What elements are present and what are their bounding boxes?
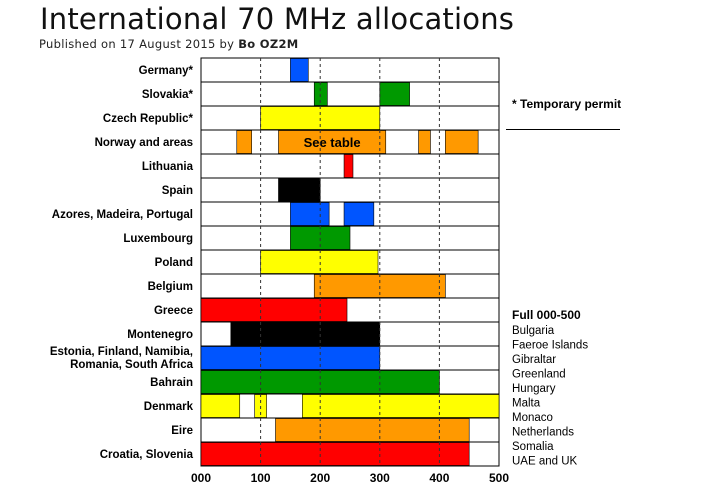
page-title: International 70 MHz allocations	[40, 2, 515, 36]
bar-segment	[200, 442, 470, 466]
category-label: Denmark	[144, 401, 194, 413]
full-range-country: Bulgaria	[512, 325, 555, 337]
x-tick-label: 200	[310, 471, 330, 485]
category-label: Belgium	[148, 281, 193, 293]
temporary-permit-note: * Temporary permit	[512, 97, 621, 111]
bar-segment	[290, 202, 330, 226]
category-label: Luxembourg	[123, 233, 193, 245]
bar-segment	[278, 130, 387, 154]
bar-segment	[200, 346, 381, 370]
full-range-country: Gibraltar	[512, 354, 556, 366]
category-label: Norway and areas	[95, 137, 193, 149]
bar-segment	[343, 154, 354, 178]
bar-segment	[236, 130, 252, 154]
category-label: Eire	[171, 425, 193, 437]
allocation-bars: See table	[200, 58, 500, 466]
author-name: Bo OZ2M	[238, 37, 299, 51]
bar-segment	[230, 322, 381, 346]
bar-segment	[260, 250, 379, 274]
category-label: Estonia, Finland, Namibia, Romania, South…	[50, 346, 194, 371]
category-label: Germany*	[139, 65, 194, 77]
full-range-country: Somalia	[512, 441, 554, 453]
category-label: Montenegro	[127, 329, 193, 341]
full-range-country: Netherlands	[512, 427, 574, 439]
bar-segment	[418, 130, 431, 154]
category-label: Poland	[155, 257, 193, 269]
allocation-rows	[201, 81, 499, 443]
bar-segment	[379, 82, 410, 106]
full-range-country: Malta	[512, 398, 541, 410]
category-label: Spain	[162, 185, 193, 197]
full-range-title: Full 000-500	[512, 308, 581, 322]
category-label: Lithuania	[142, 161, 194, 173]
bar-segment	[343, 202, 375, 226]
category-label: Slovakia*	[142, 89, 194, 101]
full-range-country: Monaco	[512, 412, 553, 424]
category-label: Bahrain	[150, 377, 193, 389]
segment-label: See table	[304, 135, 361, 150]
published-text: Published on 17 August 2015 by	[39, 37, 235, 51]
bar-segment	[445, 130, 479, 154]
x-tick-label: 500	[489, 471, 509, 485]
grid-lines	[260, 58, 440, 466]
category-label: Czech Republic*	[103, 113, 194, 125]
category-label: Azores, Madeira, Portugal	[52, 209, 193, 221]
full-range-country: UAE and UK	[512, 456, 578, 468]
x-tick-labels: 000 100 200 300 400 500	[191, 471, 509, 485]
bar-segment	[275, 418, 470, 442]
x-tick-label: 100	[251, 471, 271, 485]
publication-line: Published on 17 August 2015 by Bo OZ2M	[39, 37, 299, 51]
bar-segment	[313, 82, 328, 106]
category-label: Greece	[154, 305, 193, 317]
full-range-country: Greenland	[512, 369, 566, 381]
x-tick-label: 300	[370, 471, 390, 485]
bar-segment	[278, 178, 321, 202]
x-tick-label: 000	[191, 471, 211, 485]
bar-segment	[302, 394, 500, 418]
category-label: Croatia, Slovenia	[100, 449, 194, 461]
x-tick-label: 400	[429, 471, 449, 485]
bar-segment	[200, 394, 241, 418]
annotations: * Temporary permit Full 000-500 Bulgaria…	[506, 97, 621, 468]
full-range-country: Hungary	[512, 383, 556, 395]
bar-segment	[290, 58, 309, 82]
bar-segment	[200, 298, 348, 322]
country-labels: Germany* Slovakia* Czech Republic* Norway a…	[50, 65, 194, 461]
full-range-country: Faeroe Islands	[512, 340, 588, 352]
